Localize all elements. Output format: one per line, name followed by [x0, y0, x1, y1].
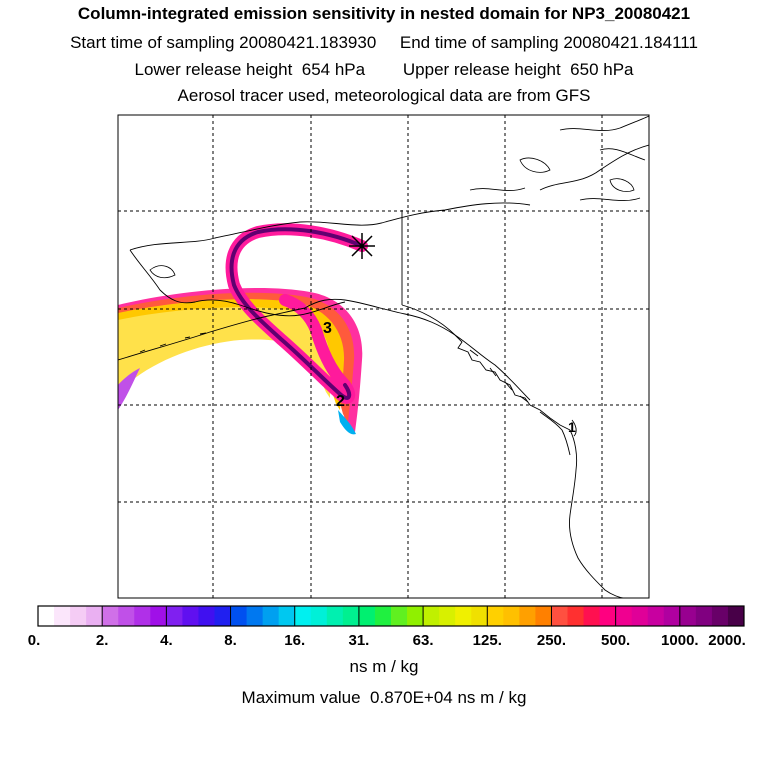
trajectory-core — [229, 227, 364, 400]
colorbar-swatch — [102, 606, 119, 626]
colorbar-swatch — [278, 606, 296, 626]
colorbar-swatch — [663, 606, 681, 626]
colorbar-tick-label: 4. — [160, 632, 173, 649]
colorbar-swatch — [519, 606, 536, 626]
release-star-marker — [349, 233, 375, 259]
colorbar-swatch — [551, 606, 568, 626]
colorbar-swatch — [631, 606, 649, 626]
colorbar-tick-label: 500. — [601, 632, 631, 649]
colorbar-swatch — [118, 606, 135, 626]
colorbar-swatch — [583, 606, 601, 626]
colorbar-swatch — [423, 606, 440, 626]
colorbar-swatch — [198, 606, 215, 626]
colorbar-swatch — [374, 606, 392, 626]
colorbar-swatch — [150, 606, 167, 626]
colorbar-swatch — [310, 606, 328, 626]
colorbar-swatch — [134, 606, 151, 626]
colorbar-swatch — [727, 606, 745, 626]
colorbar-tick-label: 0. — [27, 632, 41, 649]
colorbar-swatch — [230, 606, 248, 626]
colorbar-swatch — [86, 606, 103, 626]
colorbar-swatch — [679, 606, 697, 626]
colorbar-swatch — [182, 606, 199, 626]
arctic-islands — [149, 157, 635, 279]
map-area: 3 2 1 — [118, 115, 649, 598]
colorbar-swatch — [326, 606, 344, 626]
colorbar-swatch — [711, 606, 729, 626]
colorbar-frame — [37, 605, 745, 627]
colorbar-swatch — [439, 606, 456, 626]
colorbar-swatch — [503, 606, 520, 626]
colorbar-swatch — [166, 606, 183, 626]
colorbar-swatch — [535, 606, 552, 626]
colorbar-tick-label: 8. — [224, 632, 237, 649]
tracer-info-line: Aerosol tracer used, meteorological data… — [177, 86, 591, 105]
plot-title: Column-integrated emission sensitivity i… — [77, 4, 691, 23]
colorbar-tick-label: 250. — [536, 632, 567, 649]
colorbar-swatch — [567, 606, 585, 626]
colorbar-swatch — [358, 606, 376, 626]
colorbar-swatch — [54, 606, 71, 626]
colorbar-swatch — [471, 606, 488, 626]
colorbar-swatch — [262, 606, 280, 626]
colorbar — [37, 605, 745, 627]
time-marker-1: 1 — [568, 419, 576, 435]
coastlines — [118, 115, 649, 598]
maximum-value-text: Maximum value 0.870E+04 ns m / kg — [241, 688, 527, 707]
colorbar-swatch — [695, 606, 713, 626]
colorbar-tick-label: 63. — [412, 632, 434, 649]
colorbar-swatch — [487, 606, 504, 626]
colorbar-swatch — [342, 606, 360, 626]
colorbar-tick-label: 16. — [284, 632, 306, 649]
colorbar-tick-label: 125. — [472, 632, 502, 649]
colorbar-swatch — [38, 606, 55, 626]
colorbar-swatch — [599, 606, 617, 626]
colorbar-tick-label: 2. — [95, 632, 109, 649]
colorbar-swatch — [294, 606, 312, 626]
colorbar-swatch — [246, 606, 264, 626]
colorbar-units: ns m / kg — [349, 657, 419, 676]
sampling-time-line: Start time of sampling 20080421.183930 E… — [70, 33, 698, 52]
colorbar-swatch — [214, 606, 232, 626]
time-marker-2: 2 — [336, 393, 345, 410]
colorbar-tick-label: 2000. — [708, 632, 746, 649]
map-frame — [117, 114, 650, 599]
colorbar-tick-label: 31. — [348, 632, 370, 649]
plume-tip-rim — [338, 410, 356, 435]
time-marker-3: 3 — [323, 320, 332, 337]
colorbar-swatch — [391, 606, 408, 626]
colorbar-swatch — [615, 606, 633, 626]
plume-edge-west — [118, 368, 140, 410]
colorbar-swatch — [455, 606, 472, 626]
colorbar-swatch — [647, 606, 665, 626]
colorbar-swatch — [407, 606, 424, 626]
colorbar-swatch — [70, 606, 87, 626]
release-height-line: Lower release height 654 hPa Upper relea… — [134, 60, 634, 79]
colorbar-tick-label: 1000. — [661, 632, 699, 649]
